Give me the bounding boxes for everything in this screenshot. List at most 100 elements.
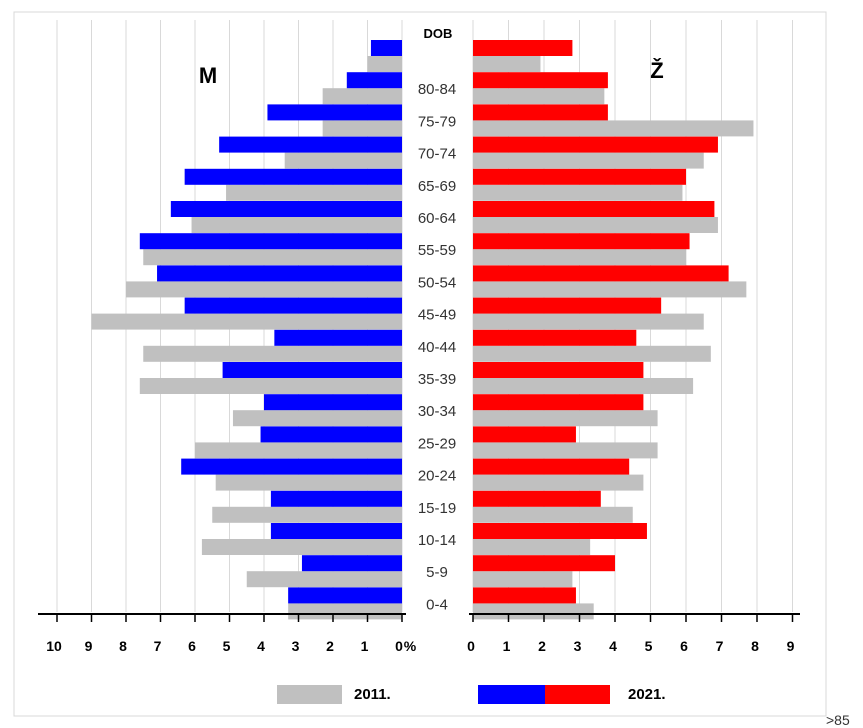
bar-2021-male-6064	[170, 201, 402, 217]
bar-2011-female-2024	[473, 474, 644, 491]
tick-labels: 10 9 8 7 6 5 4 3 2 1 0 0 1 2 3 4 5 6 7 8 9	[46, 638, 794, 654]
category-label-04: 0-4	[426, 596, 448, 613]
bar-2011-female-04	[473, 603, 594, 620]
bar-2021-female-04	[473, 587, 576, 604]
bar-2011-male-04	[288, 603, 402, 620]
category-label-1014: 10-14	[418, 532, 456, 549]
bar-2021-female-3034	[473, 394, 644, 411]
bar-2021-male-7579	[267, 104, 402, 121]
center-axis-symbol: %	[404, 638, 417, 654]
bar-2021-male-2024	[181, 458, 402, 475]
bar-2011-male-3539	[139, 378, 403, 394]
tick-label-right-9: 9	[787, 638, 795, 654]
bar-2011-male-3034	[232, 410, 402, 427]
bar-2021-female-6064	[473, 201, 715, 217]
tick-label-left-5: 5	[223, 638, 231, 654]
tick-label-right-6: 6	[680, 638, 688, 654]
category-label-5054: 50-54	[418, 274, 456, 291]
bar-2011-female-4549	[473, 313, 704, 330]
tick-label-right-2: 2	[538, 638, 546, 654]
bar-2021-female-1014	[473, 523, 647, 539]
bar-2011-male-7074	[284, 152, 402, 169]
category-labels: 80-84 75-79 70-74 65-69 60-64 55-59 50-54 45-49…	[418, 81, 456, 613]
bar-2021-male-59	[301, 555, 402, 572]
tick-label-left-4: 4	[257, 638, 265, 654]
legend-label-2011: 2011.	[354, 686, 391, 703]
bar-2011-male-1519	[212, 506, 402, 523]
bar-2021-female-2529	[473, 426, 576, 443]
tick-label-right-7: 7	[716, 638, 724, 654]
bar-2011-female-5559	[473, 249, 686, 266]
bar-2011-male-4549	[91, 313, 402, 330]
bar-2011-female-3034	[473, 410, 658, 427]
tick-label-left-6: 6	[188, 638, 196, 654]
side-label-female: Ž	[650, 58, 663, 83]
bar-2021-male-04	[288, 587, 402, 604]
bar-2021-female-5054	[473, 265, 729, 282]
bar-2021-male-1519	[270, 490, 402, 507]
tick-label-left-2: 2	[326, 638, 334, 654]
bar-2011-male-7579	[322, 120, 402, 137]
bar-2011-male-2024	[215, 474, 402, 491]
bar-2011-female-7074	[473, 152, 704, 169]
bar-2011-female-3539	[473, 378, 694, 394]
tick-label-left-8: 8	[119, 638, 127, 654]
legend-swatch-2021-female	[545, 685, 610, 704]
bar-2011-male-59	[246, 571, 402, 588]
bar-2021-male-2529	[260, 426, 402, 443]
bar-2011-male-4044	[143, 345, 402, 362]
tick-label-left-9: 9	[85, 638, 93, 654]
category-label-7579: 75-79	[418, 113, 456, 130]
legend-swatch-2021-male	[478, 685, 545, 704]
side-label-male: M	[199, 63, 217, 88]
category-label-4549: 45-49	[418, 307, 456, 324]
legend-swatch-2011	[277, 685, 342, 704]
tick-label-left-3: 3	[292, 638, 300, 654]
footer-note: >85	[826, 712, 850, 728]
chart-frame	[13, 11, 827, 717]
category-label-6569: 65-69	[418, 178, 456, 195]
bar-2011-female-4044	[473, 345, 711, 362]
bar-2021-male-3034	[264, 394, 402, 411]
axes-layer	[38, 613, 800, 622]
category-label-4044: 40-44	[418, 339, 456, 356]
bar-2011-female-6569	[473, 184, 683, 201]
legend-label-2021: 2021.	[628, 686, 666, 703]
center-header: DOB	[424, 26, 453, 41]
bar-2021-male-6569	[184, 168, 402, 185]
tick-label-left-1: 1	[361, 638, 369, 654]
bar-2021-female-85	[473, 40, 573, 56]
bar-2011-male-6569	[226, 184, 402, 201]
bar-2011-male-85	[367, 56, 402, 72]
bar-2021-female-5559	[473, 233, 690, 250]
bar-2021-male-85	[370, 40, 402, 56]
bar-2021-male-8084	[346, 72, 402, 89]
bar-2021-female-8084	[473, 72, 608, 89]
bar-2011-male-8084	[322, 88, 402, 105]
category-label-2529: 25-29	[418, 435, 456, 452]
bar-2011-male-6064	[191, 217, 402, 233]
bar-2021-male-5054	[157, 265, 402, 282]
bar-2011-female-2529	[473, 442, 658, 459]
bar-2011-female-1014	[473, 539, 591, 555]
category-label-7074: 70-74	[418, 146, 456, 163]
bar-2021-male-1014	[270, 523, 402, 539]
bar-2021-male-4044	[274, 329, 402, 346]
tick-label-right-8: 8	[751, 638, 759, 654]
bar-2021-female-4044	[473, 329, 637, 346]
bar-2021-male-3539	[222, 362, 402, 378]
bar-2021-female-3539	[473, 362, 644, 378]
bar-2021-female-2024	[473, 458, 630, 475]
bar-2021-female-1519	[473, 490, 601, 507]
bar-2021-male-5559	[139, 233, 403, 250]
bar-2011-female-8084	[473, 88, 605, 105]
category-label-2024: 20-24	[418, 468, 456, 485]
tick-label-right-5: 5	[645, 638, 653, 654]
bar-2021-female-59	[473, 555, 615, 572]
tick-label-right-1: 1	[503, 638, 511, 654]
bar-2011-male-5054	[126, 281, 402, 298]
bar-2021-female-7074	[473, 136, 718, 153]
bar-2021-female-4549	[473, 297, 662, 314]
bar-2011-female-6064	[473, 217, 718, 233]
